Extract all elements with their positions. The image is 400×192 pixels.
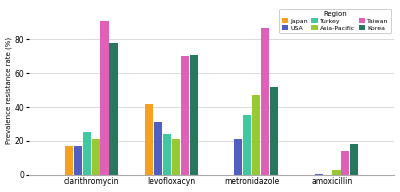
Bar	[92, 139, 100, 175]
Bar	[83, 132, 91, 175]
Bar	[332, 170, 340, 175]
Bar	[163, 134, 171, 175]
Bar	[270, 87, 278, 175]
Bar	[109, 43, 118, 175]
Legend: Japan, USA, Turkey, Asia-Pacific, Taiwan, Korea: Japan, USA, Turkey, Asia-Pacific, Taiwan…	[280, 9, 391, 33]
Bar	[234, 139, 242, 175]
Y-axis label: Prevalence resistance rate (%): Prevalence resistance rate (%)	[6, 36, 12, 144]
Bar	[350, 144, 358, 175]
Bar	[181, 56, 189, 175]
Bar	[100, 21, 109, 175]
Bar	[154, 122, 162, 175]
Bar	[190, 55, 198, 175]
Bar	[314, 174, 323, 175]
Bar	[243, 115, 251, 175]
Bar	[261, 27, 269, 175]
Bar	[341, 151, 350, 175]
Bar	[252, 95, 260, 175]
Bar	[145, 104, 153, 175]
Bar	[74, 146, 82, 175]
Bar	[65, 146, 73, 175]
Bar	[172, 139, 180, 175]
